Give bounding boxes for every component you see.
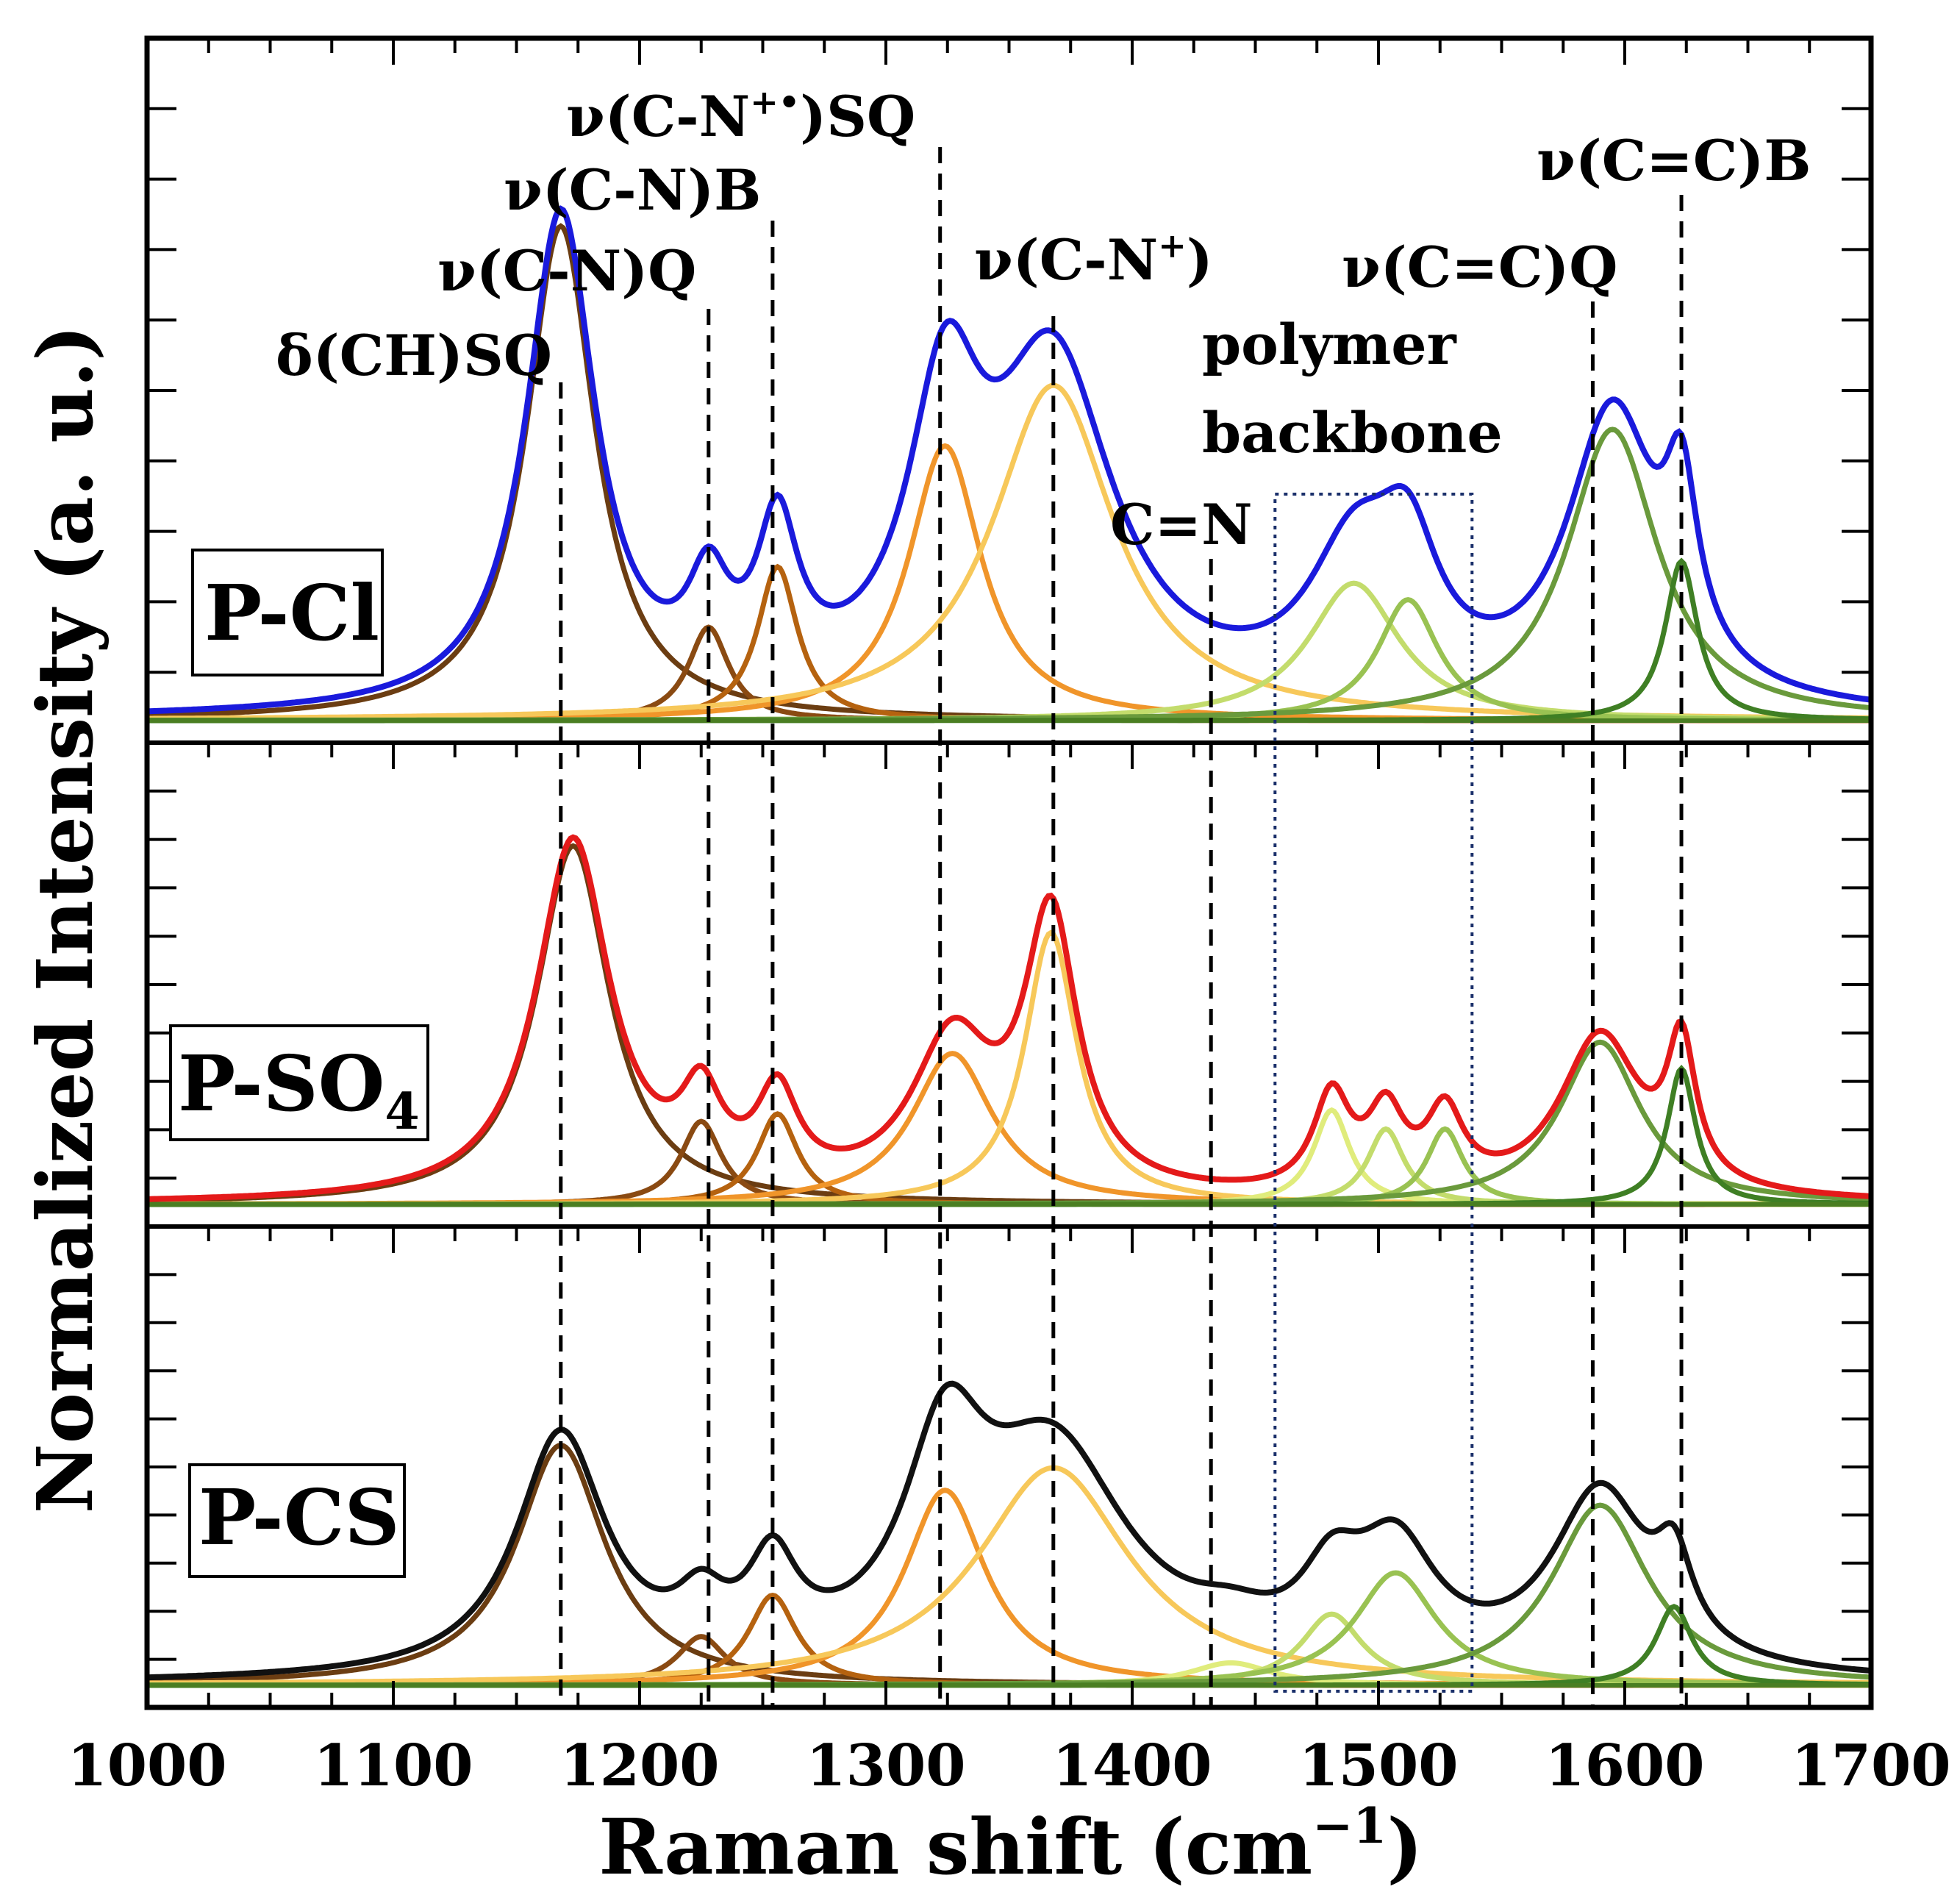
fit-curve (146, 834, 1872, 1202)
panel-label-p-cl: P-Cl (191, 549, 384, 676)
backbone-region-box (1273, 493, 1474, 1693)
panel-p-so4 (146, 789, 1872, 1207)
label-cnq: ν(C-N)Q (437, 238, 696, 304)
x-axis-title: Raman shift (cm−1) (598, 1797, 1423, 1892)
label-ccq: ν(C=C)Q (1342, 235, 1618, 300)
fit-curve (146, 205, 1872, 715)
component-peak (147, 563, 1871, 724)
x-tick-label: 1500 (1298, 1732, 1458, 1799)
label-cnp: ν(C-N+) (974, 226, 1213, 293)
x-tick-label: 1100 (313, 1732, 473, 1799)
x-tick-label: 1600 (1545, 1732, 1704, 1799)
plot-area: 1000 1100 1200 1300 1400 1500 1600 1700 (67, 35, 1951, 1799)
x-tick-label: 1400 (1052, 1732, 1212, 1799)
component-peak (147, 1570, 1871, 1688)
panel-p-cl (146, 107, 1872, 724)
x-tick-label: 1700 (1791, 1732, 1950, 1799)
panel-label-p-so4: P-SO4 (169, 1024, 429, 1141)
panel-label-p-cs: P-CS (188, 1463, 406, 1578)
component-peak (147, 382, 1871, 721)
component-peak (147, 557, 1872, 724)
label-ccb: ν(C=C)B (1537, 128, 1811, 193)
label-dch: δ(CH)SQ (276, 323, 552, 388)
x-tick-label: 1000 (67, 1732, 226, 1799)
label-cnsq: ν(C-N+•)SQ (566, 82, 915, 149)
y-axis-title: Normalized Intensity (a. u.) (20, 325, 110, 1514)
component-peak (147, 597, 1872, 724)
label-cnb: ν(C-N)B (504, 157, 761, 223)
label-cn: C=N (1110, 492, 1253, 557)
panel-labels: P-Cl P-SO4 P-CS (169, 549, 429, 1578)
x-tick-label: 1200 (559, 1732, 719, 1799)
component-peak (147, 580, 1871, 724)
peak-labels: δ(CH)SQ ν(C-N)Q ν(C-N)B ν(C-N+•)SQ ν(C-N… (276, 82, 1811, 557)
x-tick-label: 1300 (806, 1732, 965, 1799)
label-backbone-2: backbone (1202, 400, 1503, 465)
fit-curve (146, 1380, 1872, 1681)
svg-text:P-Cl: P-Cl (204, 568, 379, 658)
label-backbone-1: polymer (1202, 312, 1457, 377)
svg-text:P-SO4: P-SO4 (178, 1038, 420, 1141)
component-peak (147, 1604, 1872, 1688)
panel-p-cs (146, 1273, 1872, 1688)
svg-text:P-CS: P-CS (198, 1472, 400, 1563)
